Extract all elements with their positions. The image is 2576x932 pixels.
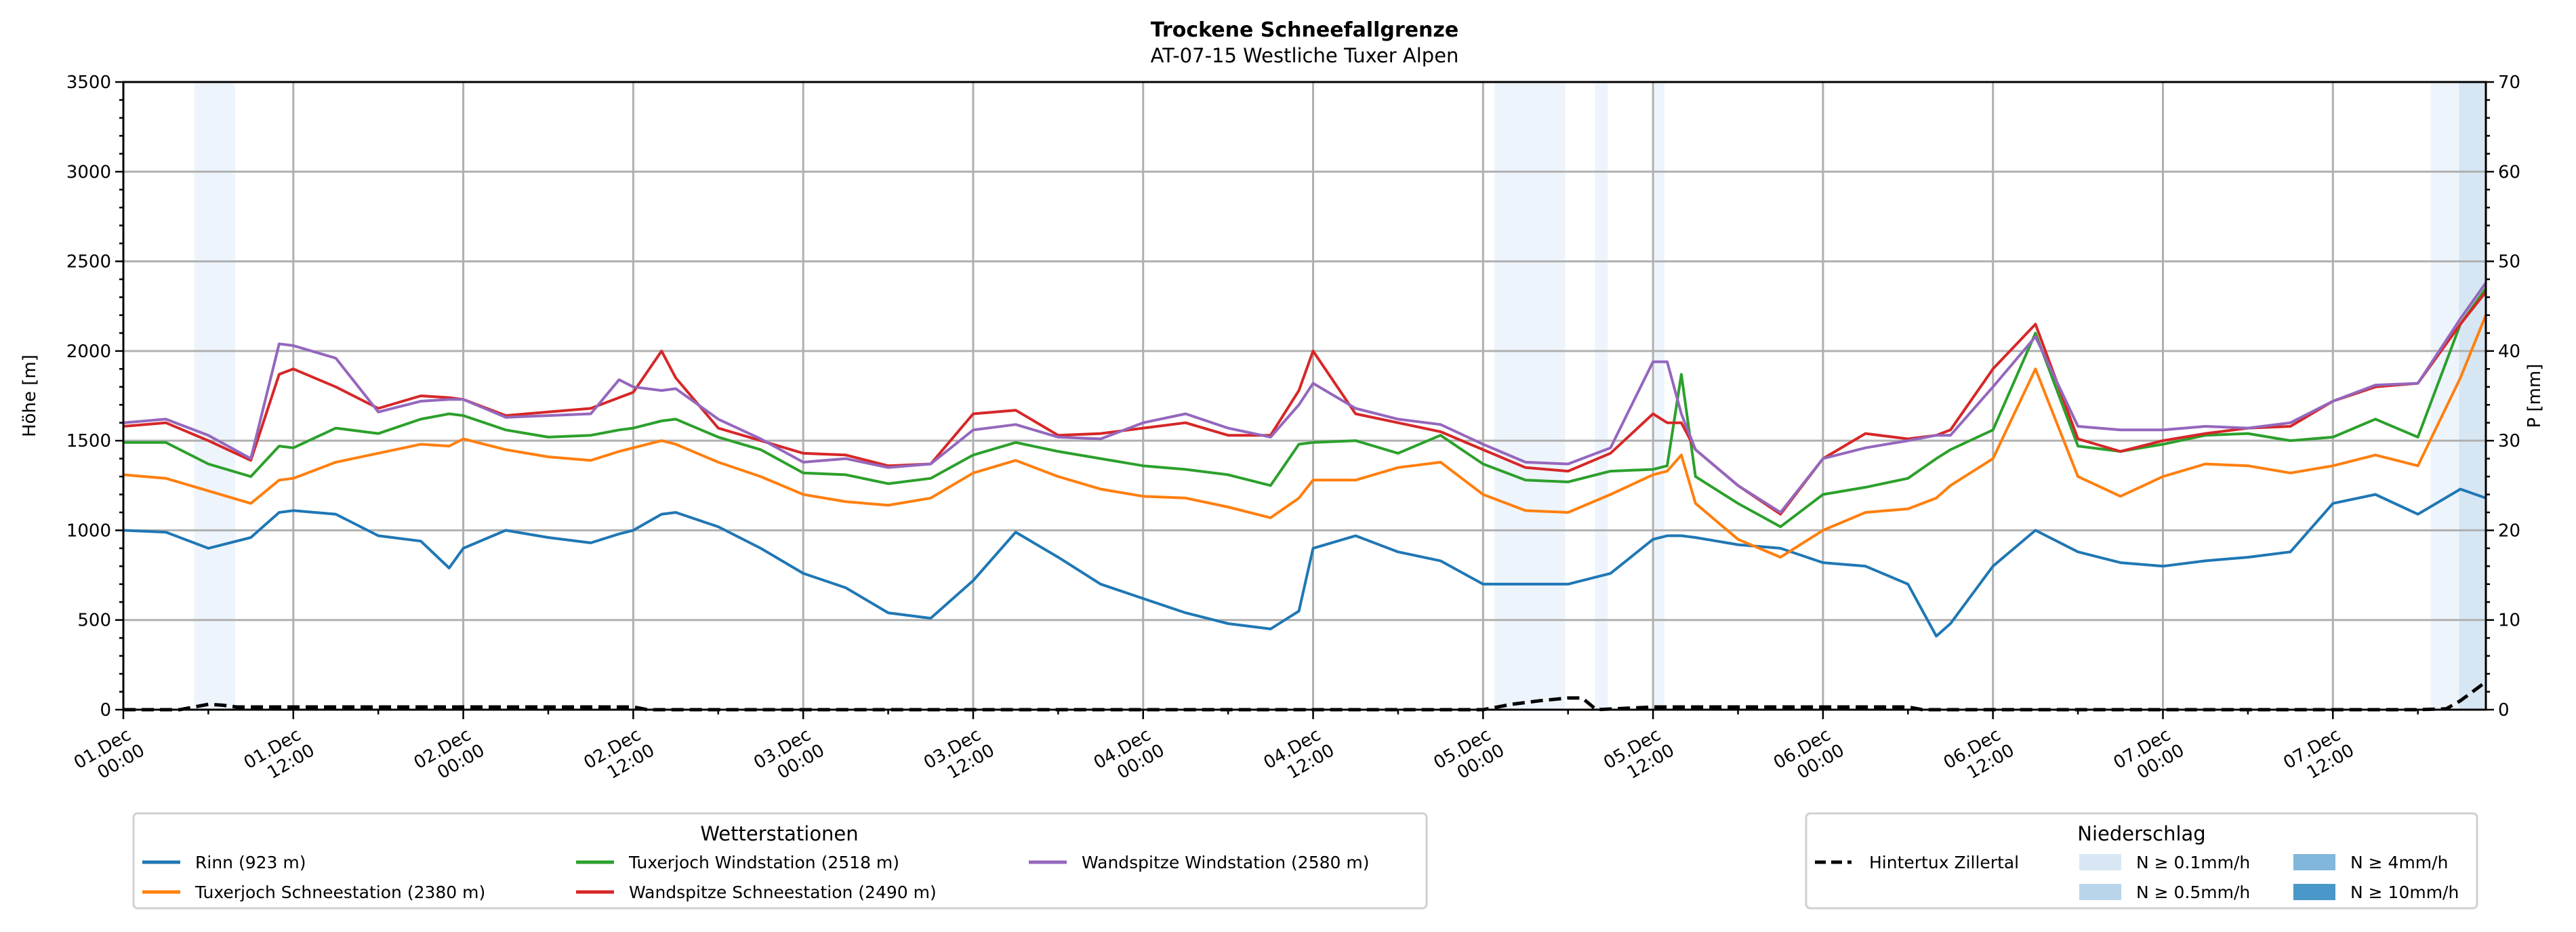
legend-precip-swatch-1 (2079, 884, 2121, 900)
y-tick-label: 2500 (66, 252, 111, 272)
series-lines (123, 282, 2487, 712)
y2-tick-label: 0 (2498, 700, 2510, 721)
precip-band (194, 82, 236, 710)
legend-precip-label-1: N ≥ 0.5mm/h (2136, 883, 2250, 902)
legend-label-0: Rinn (923 m) (195, 853, 306, 872)
grid (123, 82, 2486, 710)
y2-tick-label: 50 (2498, 252, 2520, 272)
y-tick-label: 1500 (66, 431, 111, 451)
legend-precip: Niederschlag Hintertux Zillertal N ≥ 0.1… (1805, 812, 2478, 910)
precip-bands (194, 82, 2486, 710)
y-tick-label: 2000 (66, 342, 111, 362)
y-tick-label: 0 (100, 700, 111, 721)
precip-band (1494, 82, 1566, 710)
legend-stations: Wetterstationen Rinn (923 m) Tuxerjoch Sc… (132, 812, 1428, 910)
axes: 0 500 1000 1500 2000 2500 3000 3500 0 10 20 30 40 50 6… (66, 73, 2520, 784)
legend-precip-swatch-0 (2079, 854, 2121, 870)
y-tick-label: 3000 (66, 162, 111, 182)
plot-frame (122, 81, 2487, 711)
y2-tick-label: 30 (2498, 431, 2520, 451)
legend-label-4: Wandspitze Windstation (2580 m) (1082, 853, 1370, 872)
legend-label-2: Tuxerjoch Windstation (2518 m) (628, 853, 899, 872)
precip-band (1595, 82, 1608, 710)
precip-band (1653, 82, 1664, 710)
legend-precip-title: Niederschlag (2077, 822, 2205, 845)
precip-band (2430, 82, 2459, 710)
legend-precip-swatch-3 (2293, 884, 2335, 900)
legend-precip-label-0: N ≥ 0.1mm/h (2136, 853, 2250, 872)
series-line-1 (123, 315, 2487, 559)
legend-stations-title: Wetterstationen (700, 822, 858, 845)
chart-subtitle: AT-07-15 Westliche Tuxer Alpen (1151, 44, 1459, 67)
legend-label-1: Tuxerjoch Schneestation (2380 m) (195, 883, 485, 902)
series-line-4 (123, 282, 2487, 514)
series-line-3 (123, 291, 2487, 516)
y-tick-label: 1000 (66, 521, 111, 541)
legend-precip-label-3: N ≥ 10mm/h (2350, 883, 2459, 902)
y2-tick-label: 10 (2498, 611, 2520, 631)
chart-title: Trockene Schneefallgrenze (1151, 18, 1458, 42)
legend-precip-label-2: N ≥ 4mm/h (2350, 853, 2448, 872)
y2-tick-label: 70 (2498, 73, 2520, 93)
y2-tick-label: 20 (2498, 521, 2520, 541)
legend-precip-swatch-2 (2293, 854, 2335, 870)
y-axis-label: Höhe [m] (20, 354, 40, 437)
y-tick-label: 3500 (66, 73, 111, 93)
precip-band (2459, 82, 2486, 710)
legend-label-hintertux: Hintertux Zillertal (1869, 853, 2019, 872)
series-line-0 (123, 487, 2487, 638)
precip-line-hintertux (123, 680, 2487, 712)
y2-axis-label: P [mm] (2524, 364, 2545, 428)
legend-label-3: Wandspitze Schneestation (2490 m) (629, 883, 937, 902)
series-line-2 (123, 287, 2487, 529)
y-tick-label: 500 (77, 611, 111, 631)
y2-tick-label: 40 (2498, 342, 2520, 362)
y2-tick-label: 60 (2498, 162, 2520, 182)
